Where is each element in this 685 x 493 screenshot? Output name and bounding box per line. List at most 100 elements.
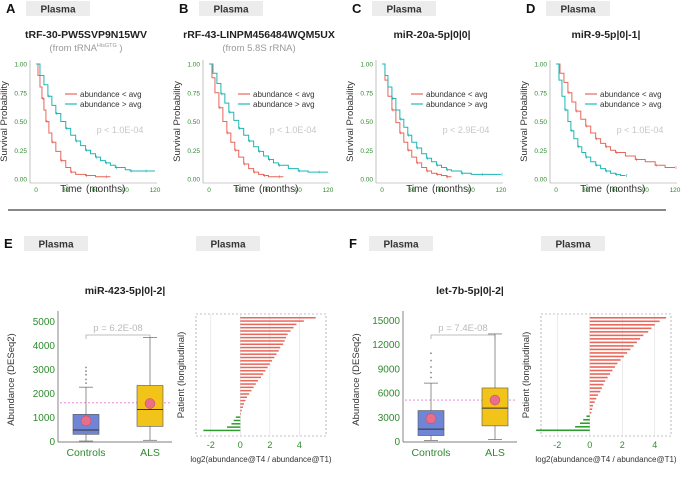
p-value: p < 1.0E-04 [617,125,664,135]
p-value: p < 1.0E-04 [270,125,317,135]
bar [240,396,247,399]
box-mean-marker [144,398,156,409]
bar [589,341,637,344]
km-curve-below-avg [209,63,284,178]
bar [231,423,241,425]
legend-label-above: abundance > avg [80,100,142,109]
bar [240,383,256,385]
bar [589,387,602,389]
bar [240,343,284,346]
x-axis-label: log2(abundance@T4 / abundance@T1) [190,455,332,464]
y-tick-label: 0.00 [187,177,200,184]
y-axis-label: Survival Probability [0,81,10,162]
legend-label-below: abundance < avg [80,90,142,99]
y-tick-label: 0.75 [14,90,27,97]
bar [240,356,275,359]
outlier-point [85,366,87,369]
panel-letter: E [4,236,13,251]
x-tick-label: 60 [612,187,620,194]
x-tick-label: 120 [496,187,507,194]
x-axis-label: log2(abundance@T4 / abundance@T1) [535,455,677,464]
y-tick-label: 1000 [33,413,56,424]
x-tick-label: 90 [468,187,476,194]
y-tick-label: 4000 [33,341,56,352]
bar [589,404,593,407]
km-curve-below-avg [556,63,675,168]
bar [240,346,281,349]
x-tick-label: 0 [34,187,38,194]
outlier-point [430,359,432,362]
subtitle-suffix: ) [117,43,123,54]
bar [589,401,595,403]
y-tick-label: 0.00 [360,177,373,184]
bar [240,379,259,382]
bar [589,338,641,340]
panel-letter: C [352,1,362,16]
bar [240,317,316,319]
km-subtitle: (from 5.8S rRNA) [222,43,295,54]
bar [240,353,277,355]
bar [575,425,590,428]
subtitle-prefix: (from tRNA [49,43,97,54]
y-tick-label: 6000 [378,389,401,400]
x-tick-label: 0 [207,187,211,194]
bar [240,326,294,329]
bar [589,397,597,400]
bar [589,383,604,386]
bar [240,370,266,372]
y-axis-label: Survival Probability [345,81,356,162]
y-tick-label: 0.25 [534,148,547,155]
y-axis-label: Patient (longitudinal) [521,332,532,419]
subtitle-superscript: HisGTG [97,43,117,49]
bar [589,317,667,319]
bar [240,386,254,389]
y-tick-label: 0.75 [360,90,373,97]
bar [240,389,252,392]
bar [589,362,618,365]
km-curve-above-avg [382,63,501,175]
x-tick-label: 30 [62,187,70,194]
plasma-tab [369,236,433,251]
bar [589,380,606,382]
plasma-label: Plasma [38,240,73,251]
bar [240,330,291,332]
bar [240,333,288,336]
bar [583,418,590,421]
plasma-tab [26,1,90,16]
bar [240,360,273,362]
x-tick-label: 90 [122,187,130,194]
y-axis-label: Survival Probability [519,81,530,162]
x-tick-label: 120 [323,187,334,194]
y-tick-label: 0.75 [187,90,200,97]
y-axis-label: Abundance (DESeq2) [351,333,362,425]
significance-bracket [430,334,496,339]
p-value: p < 1.0E-04 [97,125,144,135]
y-tick-label: 15000 [372,316,400,327]
y-tick-label: 3000 [33,365,56,376]
bar [240,340,285,342]
km-curve-below-avg [382,63,452,178]
x-axis-units: (months) [432,184,471,195]
plasma-label: Plasma [40,5,75,16]
bar [589,334,644,337]
x-tick-label: 2 [267,440,272,450]
bar [240,323,297,326]
bar [240,336,287,339]
y-tick-label: 0.00 [534,177,547,184]
bar [589,376,608,379]
y-tick-label: 1.00 [187,62,200,69]
bar [240,373,264,375]
box-als [481,387,509,427]
bar [203,429,241,432]
x-tick-label: 60 [92,187,100,194]
plasma-tab [24,236,88,251]
x-axis-label: Time [580,184,602,195]
bar [589,369,613,372]
x-tick-label: 0 [587,440,592,450]
legend-label-above: abundance > avg [600,100,662,109]
y-tick-label: 0.50 [187,119,200,126]
bar [589,327,652,330]
outlier-point [430,366,432,368]
box-title: miR-423-5p|0|-2| [85,285,166,297]
legend-label-above: abundance > avg [253,100,315,109]
